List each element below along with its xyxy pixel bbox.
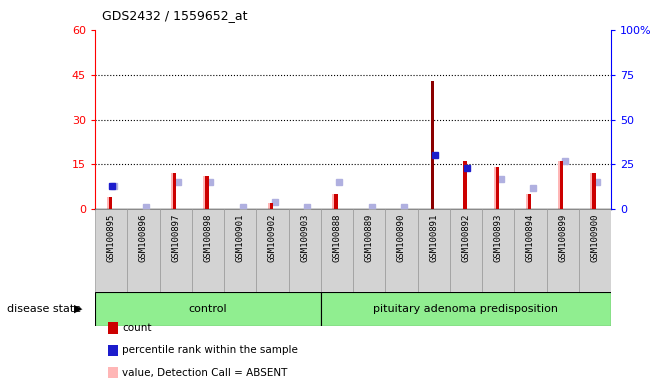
Bar	[493, 167, 497, 209]
Text: GSM100899: GSM100899	[558, 213, 567, 262]
Bar	[431, 81, 434, 209]
Bar	[560, 161, 563, 209]
Text: GSM100896: GSM100896	[139, 213, 148, 262]
Bar	[224, 209, 256, 291]
Text: GSM100889: GSM100889	[365, 213, 374, 262]
Bar	[256, 209, 288, 291]
Bar	[450, 209, 482, 291]
Text: value, Detection Call = ABSENT: value, Detection Call = ABSENT	[122, 367, 288, 377]
Text: GSM100901: GSM100901	[236, 213, 245, 262]
Bar	[173, 173, 176, 209]
Text: GSM100891: GSM100891	[429, 213, 438, 262]
Bar	[268, 203, 271, 209]
Text: GSM100894: GSM100894	[526, 213, 535, 262]
Text: count: count	[122, 323, 152, 333]
Bar	[95, 291, 321, 326]
Bar	[353, 209, 385, 291]
Bar	[192, 209, 224, 291]
Bar	[495, 167, 499, 209]
Bar	[288, 209, 321, 291]
Bar	[333, 194, 336, 209]
Text: GSM100903: GSM100903	[300, 213, 309, 262]
Text: disease state: disease state	[7, 304, 81, 314]
Bar	[335, 194, 337, 209]
Bar	[205, 176, 208, 209]
Bar	[546, 209, 579, 291]
Bar	[558, 161, 562, 209]
Bar	[203, 176, 207, 209]
Bar	[107, 197, 111, 209]
Text: GSM100895: GSM100895	[107, 213, 116, 262]
Bar	[590, 173, 594, 209]
Text: GSM100892: GSM100892	[462, 213, 471, 262]
Bar	[579, 209, 611, 291]
Bar	[514, 209, 546, 291]
Text: GSM100893: GSM100893	[493, 213, 503, 262]
Bar	[270, 203, 273, 209]
Text: GSM100890: GSM100890	[397, 213, 406, 262]
Bar	[127, 209, 159, 291]
Bar	[171, 173, 175, 209]
Bar	[528, 194, 531, 209]
Bar	[526, 194, 530, 209]
Bar	[417, 209, 450, 291]
Text: control: control	[189, 304, 227, 314]
Text: GSM100888: GSM100888	[333, 213, 341, 262]
Text: pituitary adenoma predisposition: pituitary adenoma predisposition	[374, 304, 559, 314]
Text: GDS2432 / 1559652_at: GDS2432 / 1559652_at	[102, 9, 247, 22]
Bar	[592, 173, 596, 209]
Bar	[482, 209, 514, 291]
Bar	[109, 197, 112, 209]
Text: percentile rank within the sample: percentile rank within the sample	[122, 345, 298, 355]
Text: GSM100897: GSM100897	[171, 213, 180, 262]
Text: ▶: ▶	[74, 304, 82, 314]
Bar	[95, 209, 127, 291]
Bar	[321, 291, 611, 326]
Bar	[385, 209, 417, 291]
Bar	[464, 161, 467, 209]
Text: GSM100900: GSM100900	[590, 213, 600, 262]
Bar	[159, 209, 192, 291]
Text: GSM100898: GSM100898	[203, 213, 212, 262]
Bar	[321, 209, 353, 291]
Text: GSM100902: GSM100902	[268, 213, 277, 262]
